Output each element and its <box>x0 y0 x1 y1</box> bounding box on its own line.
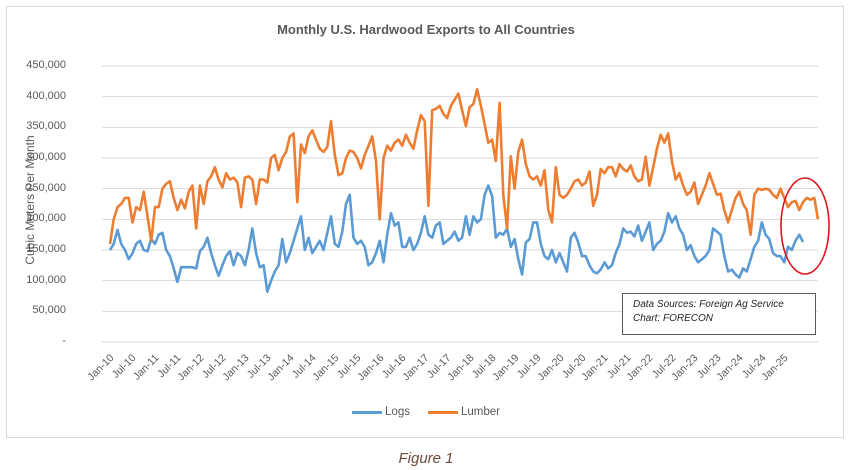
y-tick-label: 300,000 <box>26 151 66 163</box>
chart-title: Monthly U.S. Hardwood Exports to All Cou… <box>277 22 575 37</box>
highlight-ellipse <box>780 177 830 275</box>
y-tick-label: 450,000 <box>26 59 66 71</box>
data-source-line: Data Sources: Foreign Ag Service <box>633 299 784 310</box>
y-tick-label: 250,000 <box>26 181 66 194</box>
y-tick-label: 50,000 <box>32 304 66 317</box>
chart-credit-line: Chart: FORECON <box>633 313 714 324</box>
y-tick-label: 200,000 <box>26 212 66 225</box>
legend-item-lumber: Lumber <box>427 406 500 418</box>
legend-label-logs: Logs <box>385 406 410 418</box>
legend: Logs Lumber <box>0 406 852 418</box>
series-line-lumber <box>108 88 820 245</box>
y-tick-label: - <box>62 335 66 347</box>
y-tick-label: 100,000 <box>26 273 66 286</box>
y-tick-label: 150,000 <box>26 243 66 255</box>
figure-caption: Figure 1 <box>398 450 454 467</box>
series-line-logs <box>108 184 805 294</box>
legend-label-lumber: Lumber <box>460 406 500 418</box>
data-source-note: Data Sources: Foreign Ag Service Chart: … <box>622 293 816 335</box>
legend-item-logs: Logs <box>352 406 410 418</box>
y-tick-label: 400,000 <box>26 89 66 102</box>
legend-swatch-logs <box>352 410 383 414</box>
y-tick-label: 350,000 <box>26 120 66 133</box>
legend-swatch-lumber <box>427 410 458 414</box>
